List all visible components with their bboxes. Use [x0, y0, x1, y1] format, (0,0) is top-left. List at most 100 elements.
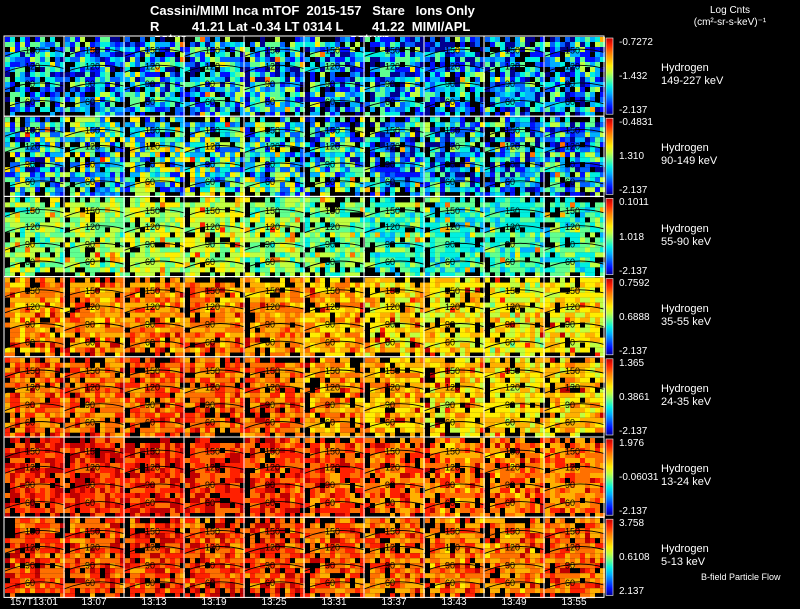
heatmap-tile: 150 120 90 60 — [243, 356, 305, 438]
contour-label: 120 — [445, 382, 460, 392]
contour-label: 60 — [565, 337, 575, 347]
heatmap-tile: 150 120 90 60 — [363, 35, 425, 117]
colorbar-max-label: 0.1011 — [619, 197, 649, 208]
heatmap-tile: 150 120 90 60 — [363, 436, 425, 518]
contour-label: 150 — [205, 206, 220, 216]
contour-label: 120 — [85, 302, 100, 312]
pitch-angle-contour — [423, 420, 485, 430]
pitch-angle-contour — [243, 529, 305, 539]
pitch-angle-contour — [123, 529, 185, 539]
contour-label: 150 — [205, 527, 220, 537]
colorbar — [605, 117, 614, 195]
contour-label: 120 — [565, 222, 580, 232]
pitch-angle-contour — [3, 242, 65, 251]
contour-label: 150 — [205, 286, 220, 296]
heatmap-tile: 150 120 90 60 — [543, 516, 605, 599]
contour-label: 90 — [445, 320, 455, 330]
contour-label: 60 — [325, 418, 335, 428]
pitch-angle-contour — [543, 403, 605, 412]
pitch-angle-contour — [543, 242, 605, 251]
contour-label: 150 — [25, 527, 40, 537]
contour-label: 150 — [85, 45, 100, 55]
heatmap-tile: 150 120 90 60 — [183, 35, 245, 117]
pitch-angle-contour — [123, 162, 185, 171]
colorbar-mid-label: 1.310 — [619, 151, 645, 162]
colorbar-mid-label: -1.432 — [619, 71, 648, 82]
contour-label: 150 — [445, 126, 460, 136]
contour-label: 150 — [325, 126, 340, 136]
contour-label: 90 — [265, 240, 275, 250]
pitch-angle-contour — [543, 260, 605, 269]
pitch-angle-contour — [363, 369, 425, 378]
pitch-angle-contour — [63, 563, 125, 572]
pitch-angle-contour — [363, 128, 425, 138]
contour-label: 60 — [25, 578, 35, 588]
heatmap-tile: 150 120 90 60 — [483, 356, 545, 438]
pitch-angle-contour — [363, 48, 425, 57]
heatmap-tile: 150 120 90 60 — [63, 276, 125, 358]
heatmap-tile: 150 120 90 60 — [183, 276, 245, 358]
heatmap-tile: 150 120 90 60 — [423, 436, 485, 518]
contour-label: 150 — [565, 45, 580, 55]
contour-label: 60 — [445, 337, 455, 347]
pitch-angle-contour — [423, 128, 485, 138]
contour-label: 60 — [205, 257, 215, 267]
contour-label: 90 — [565, 400, 575, 410]
pitch-angle-contour — [183, 225, 245, 234]
pitch-angle-contour — [363, 501, 425, 510]
contour-label: 60 — [205, 337, 215, 347]
pitch-angle-contour — [183, 501, 245, 510]
contour-label: 150 — [505, 126, 520, 136]
contour-label: 150 — [265, 45, 280, 55]
pitch-angle-contour — [423, 305, 485, 314]
contour-label: 120 — [385, 463, 400, 473]
pitch-angle-contour — [63, 420, 125, 430]
contour-label: 60 — [385, 177, 395, 187]
pitch-angle-contour — [183, 369, 245, 378]
contour-label: 150 — [385, 286, 400, 296]
pitch-angle-contour — [303, 420, 365, 430]
contour-label: 150 — [325, 446, 340, 456]
pitch-angle-contour — [543, 145, 605, 154]
contour-label: 90 — [205, 560, 215, 570]
contour-label: 60 — [25, 337, 35, 347]
pitch-angle-contour — [183, 48, 245, 57]
contour-label: 150 — [565, 206, 580, 216]
contour-label: 120 — [265, 382, 280, 392]
contour-label: 150 — [565, 527, 580, 537]
pitch-angle-contour — [483, 145, 545, 154]
pitch-angle-contour — [483, 82, 545, 91]
pitch-angle-contour — [63, 100, 125, 109]
colorbar-mid-label: 0.6888 — [619, 312, 650, 323]
energy-range: 35-55 keV — [661, 316, 712, 328]
contour-label: 150 — [505, 45, 520, 55]
pitch-angle-contour — [303, 501, 365, 510]
pitch-angle-contour — [303, 581, 365, 590]
pitch-angle-contour — [243, 581, 305, 590]
pitch-angle-contour — [483, 128, 545, 138]
contour-label: 120 — [25, 142, 40, 152]
pitch-angle-contour — [303, 48, 365, 57]
pitch-angle-contour — [123, 449, 185, 458]
contour-label: 120 — [265, 222, 280, 232]
pitch-angle-contour — [483, 420, 545, 430]
contour-label: 60 — [325, 177, 335, 187]
units-label-line2: (cm²-sr-s-keV)⁻¹ — [693, 17, 767, 28]
pitch-angle-contour — [123, 64, 185, 73]
contour-label: 120 — [265, 543, 280, 553]
contour-label: 90 — [565, 79, 575, 89]
heatmap-tile: 150 120 90 60 — [243, 115, 305, 198]
contour-label: 60 — [385, 498, 395, 508]
pitch-angle-contour — [543, 162, 605, 171]
pitch-angle-contour — [3, 501, 65, 510]
pitch-angle-contour — [63, 64, 125, 73]
heatmap-tile: 150 120 90 60 — [543, 195, 605, 278]
pitch-angle-contour — [63, 546, 125, 555]
pitch-angle-contour — [423, 289, 485, 298]
contour-label: 90 — [325, 560, 335, 570]
pitch-angle-contour — [363, 289, 425, 298]
contour-label: 150 — [325, 286, 340, 296]
pitch-angle-contour — [543, 323, 605, 332]
pitch-angle-contour — [423, 145, 485, 154]
